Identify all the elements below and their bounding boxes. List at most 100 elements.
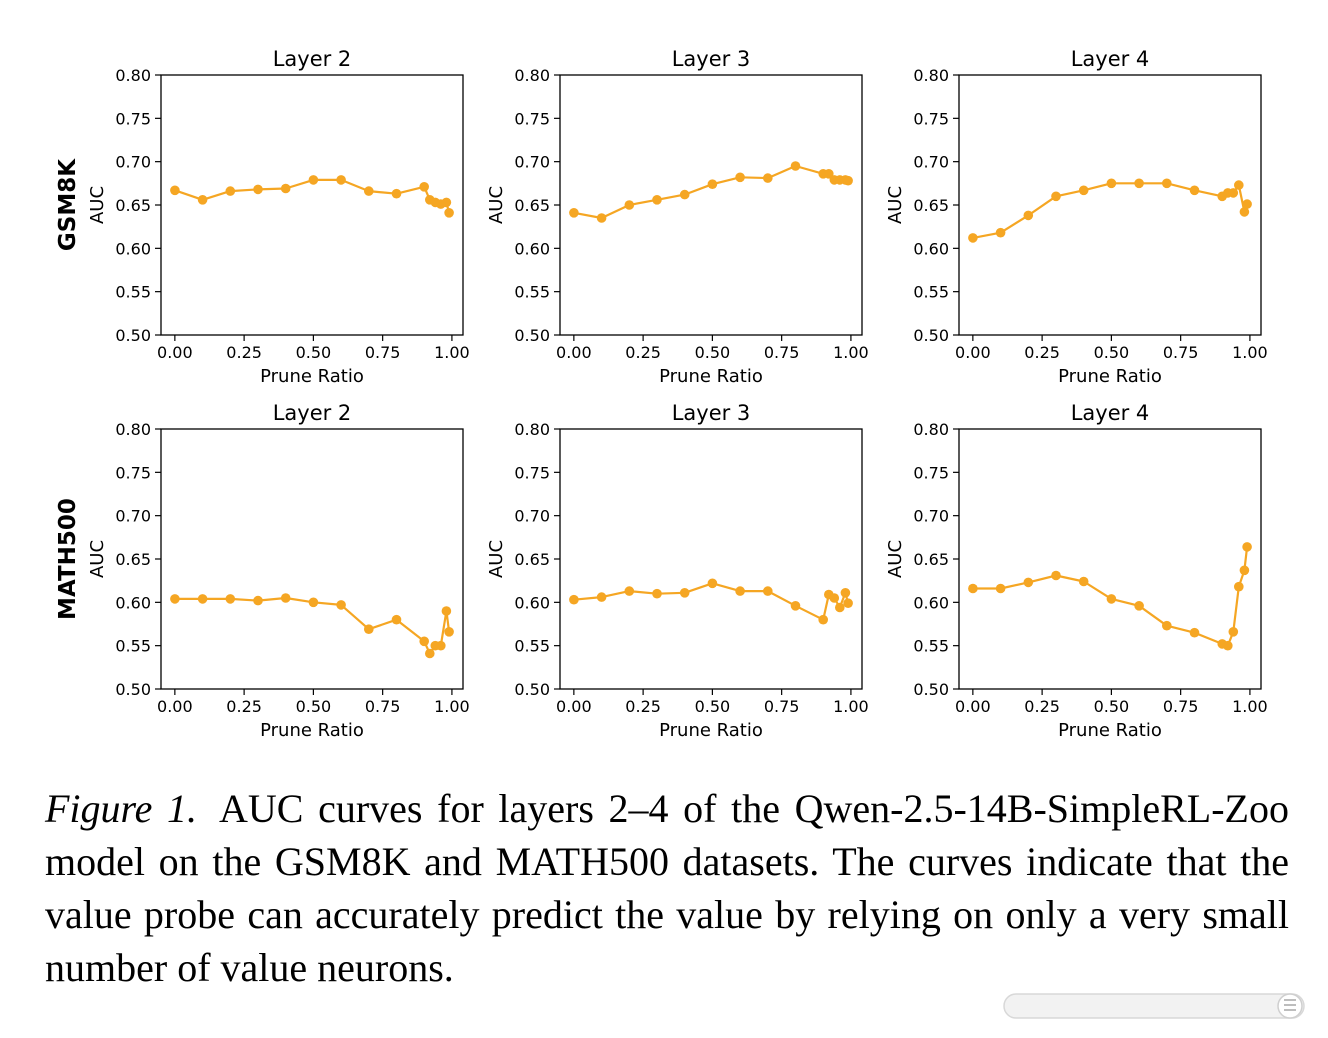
data-point [995,583,1006,594]
axes-frame [559,74,863,336]
data-point [364,186,374,196]
subplot-gsm8k-layer-2: Layer 2 0.50 0.55 0.60 0.65 0.70 0.75 0.80 0.00 0… [55,47,470,387]
y-tick-label: 0.60 [115,593,151,612]
y-axis-label: AUC [486,540,507,578]
subplot-title: Layer 2 [273,47,352,71]
data-point [444,627,454,637]
x-tick-label: 1.00 [434,343,470,362]
subplot-title: Layer 2 [273,401,352,425]
y-tick-label: 0.70 [115,153,151,172]
data-point [253,184,263,195]
data-point [1023,210,1034,221]
data-point [652,588,662,599]
y-tick-label: 0.65 [913,550,949,569]
data-point [1078,185,1089,196]
x-axis-label: Prune Ratio [659,366,763,387]
row-label: GSM8K [55,158,81,251]
data-point [596,592,607,602]
x-tick-label: 0.75 [365,343,401,362]
x-axis-label: Prune Ratio [1058,720,1162,741]
y-tick-label: 0.70 [913,153,949,172]
data-point [818,614,828,625]
y-tick-label: 0.65 [115,550,151,569]
y-axis-label: AUC [885,186,906,224]
axes-frame [160,74,464,336]
x-tick-label: 0.75 [365,697,401,716]
subplot-title: Layer 3 [672,401,751,425]
x-tick-label: 0.50 [1094,697,1130,716]
y-tick-label: 0.70 [913,507,949,526]
data-point [840,588,851,598]
data-point [968,583,978,594]
data-point [253,595,263,606]
x-axis-label: Prune Ratio [659,720,763,741]
data-point [280,593,291,603]
data-point [1162,620,1172,631]
x-axis-label: Prune Ratio [1058,366,1162,387]
data-point [843,175,853,186]
data-point [1106,178,1117,189]
data-point [1239,565,1250,576]
y-tick-label: 0.65 [514,196,550,215]
data-point [1228,627,1239,637]
y-tick-label: 0.55 [115,637,151,656]
y-tick-label: 0.55 [514,283,550,302]
caption-text: AUC curves for layers 2–4 of the Qwen-2.… [45,786,1289,990]
data-point [707,578,718,589]
y-tick-label: 0.50 [913,680,949,699]
x-tick-label: 0.25 [1024,343,1060,362]
x-tick-label: 0.50 [296,697,332,716]
y-tick-label: 0.50 [913,326,949,345]
x-tick-label: 0.50 [695,343,731,362]
data-point [419,636,430,647]
data-point [170,185,180,196]
data-point [1134,178,1144,189]
x-axis-label: Prune Ratio [260,366,364,387]
y-tick-label: 0.80 [913,420,949,439]
data-point [436,640,446,651]
data-point [391,188,402,199]
x-axis-label: Prune Ratio [260,720,364,741]
y-tick-label: 0.80 [115,420,151,439]
y-tick-label: 0.70 [514,507,550,526]
data-point [1106,594,1117,604]
data-point [308,597,319,608]
subplot-gsm8k-layer-3: Layer 3 0.50 0.55 0.60 0.65 0.70 0.75 0.80 0.00 0… [486,47,869,387]
x-tick-label: 0.25 [226,697,262,716]
data-point [735,586,745,596]
data-point [569,208,579,218]
data-point [1051,570,1061,581]
x-tick-label: 1.00 [434,697,470,716]
data-point [225,186,236,196]
subplot-title: Layer 3 [672,47,751,71]
data-point [1228,188,1239,198]
subplot-math500-layer-2: Layer 2 0.50 0.55 0.60 0.65 0.70 0.75 0.80 0.00 0… [55,401,470,741]
y-tick-label: 0.50 [514,326,550,345]
data-point [170,594,180,604]
data-point [1234,581,1244,592]
x-tick-label: 0.50 [296,343,332,362]
data-point [569,594,579,605]
y-tick-label: 0.70 [514,153,550,172]
y-tick-label: 0.75 [913,463,949,482]
x-tick-label: 0.75 [1163,697,1199,716]
y-tick-label: 0.50 [115,680,151,699]
data-point [679,189,690,200]
data-point [624,200,635,210]
axes-frame [958,74,1262,336]
data-point [596,213,607,223]
subplot-gsm8k-layer-4: Layer 4 0.50 0.55 0.60 0.65 0.70 0.75 0.80 0.00 0… [885,47,1268,387]
x-tick-label: 0.00 [157,697,193,716]
x-tick-label: 0.50 [1094,343,1130,362]
data-point [652,195,662,205]
data-point [790,601,801,611]
y-tick-label: 0.60 [913,593,949,612]
subplot-math500-layer-3: Layer 3 0.50 0.55 0.60 0.65 0.70 0.75 0.80 0.00 0… [486,401,869,741]
data-point [364,624,374,634]
axes-frame [160,428,464,690]
x-tick-label: 0.75 [1163,343,1199,362]
series-line [174,178,451,214]
data-point [1239,207,1250,217]
x-tick-label: 0.00 [556,343,592,362]
data-point [790,161,801,171]
